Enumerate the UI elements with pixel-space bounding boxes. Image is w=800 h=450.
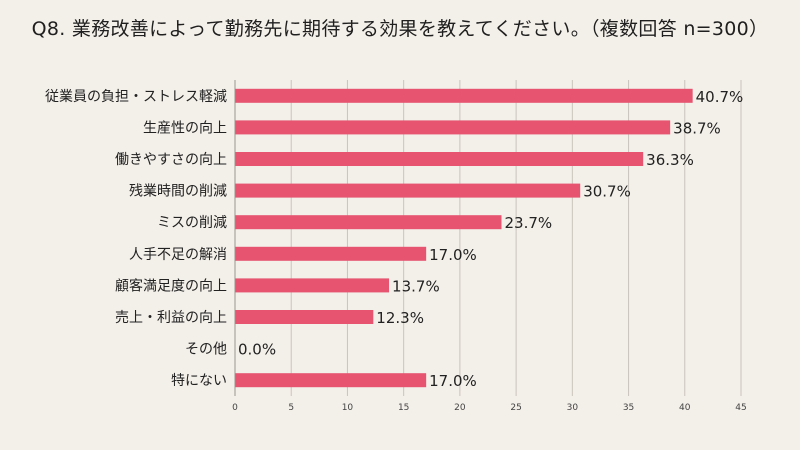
data-label: 17.0% [429, 372, 477, 390]
category-label: 顧客満足度の向上 [115, 277, 227, 294]
bar [235, 120, 671, 135]
data-label: 13.7% [392, 277, 440, 295]
x-tick-label: 40 [679, 403, 691, 413]
data-label: 30.7% [583, 183, 631, 201]
x-tick-label: 35 [623, 403, 634, 413]
data-label: 23.7% [504, 214, 552, 232]
data-label: 0.0% [238, 341, 276, 359]
bar [235, 152, 644, 166]
category-label: 人手不足の解消 [129, 247, 227, 263]
x-tick-label: 25 [510, 403, 521, 413]
category-label: 生産性の向上 [143, 120, 227, 136]
category-label: 特にない [171, 373, 227, 389]
x-tick-label: 20 [454, 403, 466, 413]
bar [235, 373, 427, 388]
bar [235, 88, 693, 103]
category-label: ミスの削減 [157, 214, 227, 231]
x-tick-label: 15 [398, 403, 409, 413]
data-label: 17.0% [429, 246, 477, 264]
bar [235, 310, 374, 324]
category-label: 売上・利益の向上 [115, 310, 227, 326]
category-label: その他 [185, 342, 227, 358]
bar [235, 183, 581, 198]
bar [235, 278, 390, 293]
data-label: 38.7% [673, 119, 721, 137]
category-label: 働きやすさの向上 [115, 152, 227, 168]
x-tick-label: 10 [342, 403, 354, 413]
category-label: 従業員の負担・ストレス軽減 [45, 88, 227, 105]
x-tick-label: 0 [232, 403, 238, 413]
bar [235, 246, 427, 261]
data-label: 12.3% [376, 309, 424, 327]
x-tick-label: 5 [288, 403, 294, 413]
category-label: 残業時間の削減 [129, 183, 227, 200]
x-tick-label: 45 [735, 403, 746, 413]
bar [235, 215, 502, 230]
x-tick-label: 30 [567, 403, 579, 413]
data-label: 40.7% [696, 88, 744, 106]
data-label: 36.3% [646, 151, 694, 169]
chart-title: Q8. 業務改善によって勤務先に期待する効果を教えてください。（複数回答 n=3… [31, 18, 769, 40]
